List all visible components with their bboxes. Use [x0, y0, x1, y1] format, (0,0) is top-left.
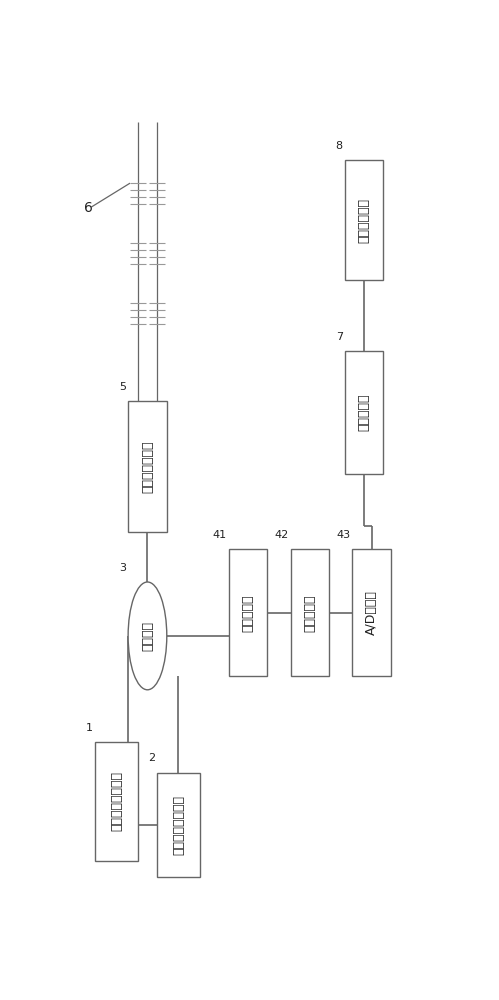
Text: 光电探测器: 光电探测器: [303, 594, 316, 632]
Text: 宽带光源发射模块: 宽带光源发射模块: [110, 771, 123, 831]
FancyBboxPatch shape: [345, 160, 383, 280]
Text: 波长解调器: 波长解调器: [357, 394, 371, 431]
FancyBboxPatch shape: [290, 549, 329, 676]
Text: 可调滤波器: 可调滤波器: [242, 594, 254, 632]
Text: 3: 3: [119, 563, 126, 573]
Text: A/D转换器: A/D转换器: [365, 590, 378, 635]
Text: 标准波长光谱气室: 标准波长光谱气室: [172, 795, 185, 855]
Text: 43: 43: [336, 530, 350, 540]
Text: 5: 5: [119, 382, 126, 392]
FancyBboxPatch shape: [229, 549, 267, 676]
Ellipse shape: [128, 582, 167, 690]
FancyBboxPatch shape: [128, 401, 167, 532]
Text: 41: 41: [213, 530, 227, 540]
Text: 2: 2: [148, 753, 155, 763]
FancyBboxPatch shape: [345, 351, 383, 474]
Text: 高速光切换开关: 高速光切换开关: [141, 440, 154, 493]
Text: 42: 42: [274, 530, 288, 540]
FancyBboxPatch shape: [352, 549, 391, 676]
Text: 温度显示装置: 温度显示装置: [357, 198, 371, 243]
FancyBboxPatch shape: [95, 742, 138, 861]
Text: 1: 1: [86, 723, 93, 733]
Text: 7: 7: [336, 332, 343, 342]
Text: 光环形器: 光环形器: [141, 621, 154, 651]
Text: 6: 6: [84, 201, 92, 215]
Text: 8: 8: [336, 141, 343, 151]
FancyBboxPatch shape: [157, 773, 200, 877]
